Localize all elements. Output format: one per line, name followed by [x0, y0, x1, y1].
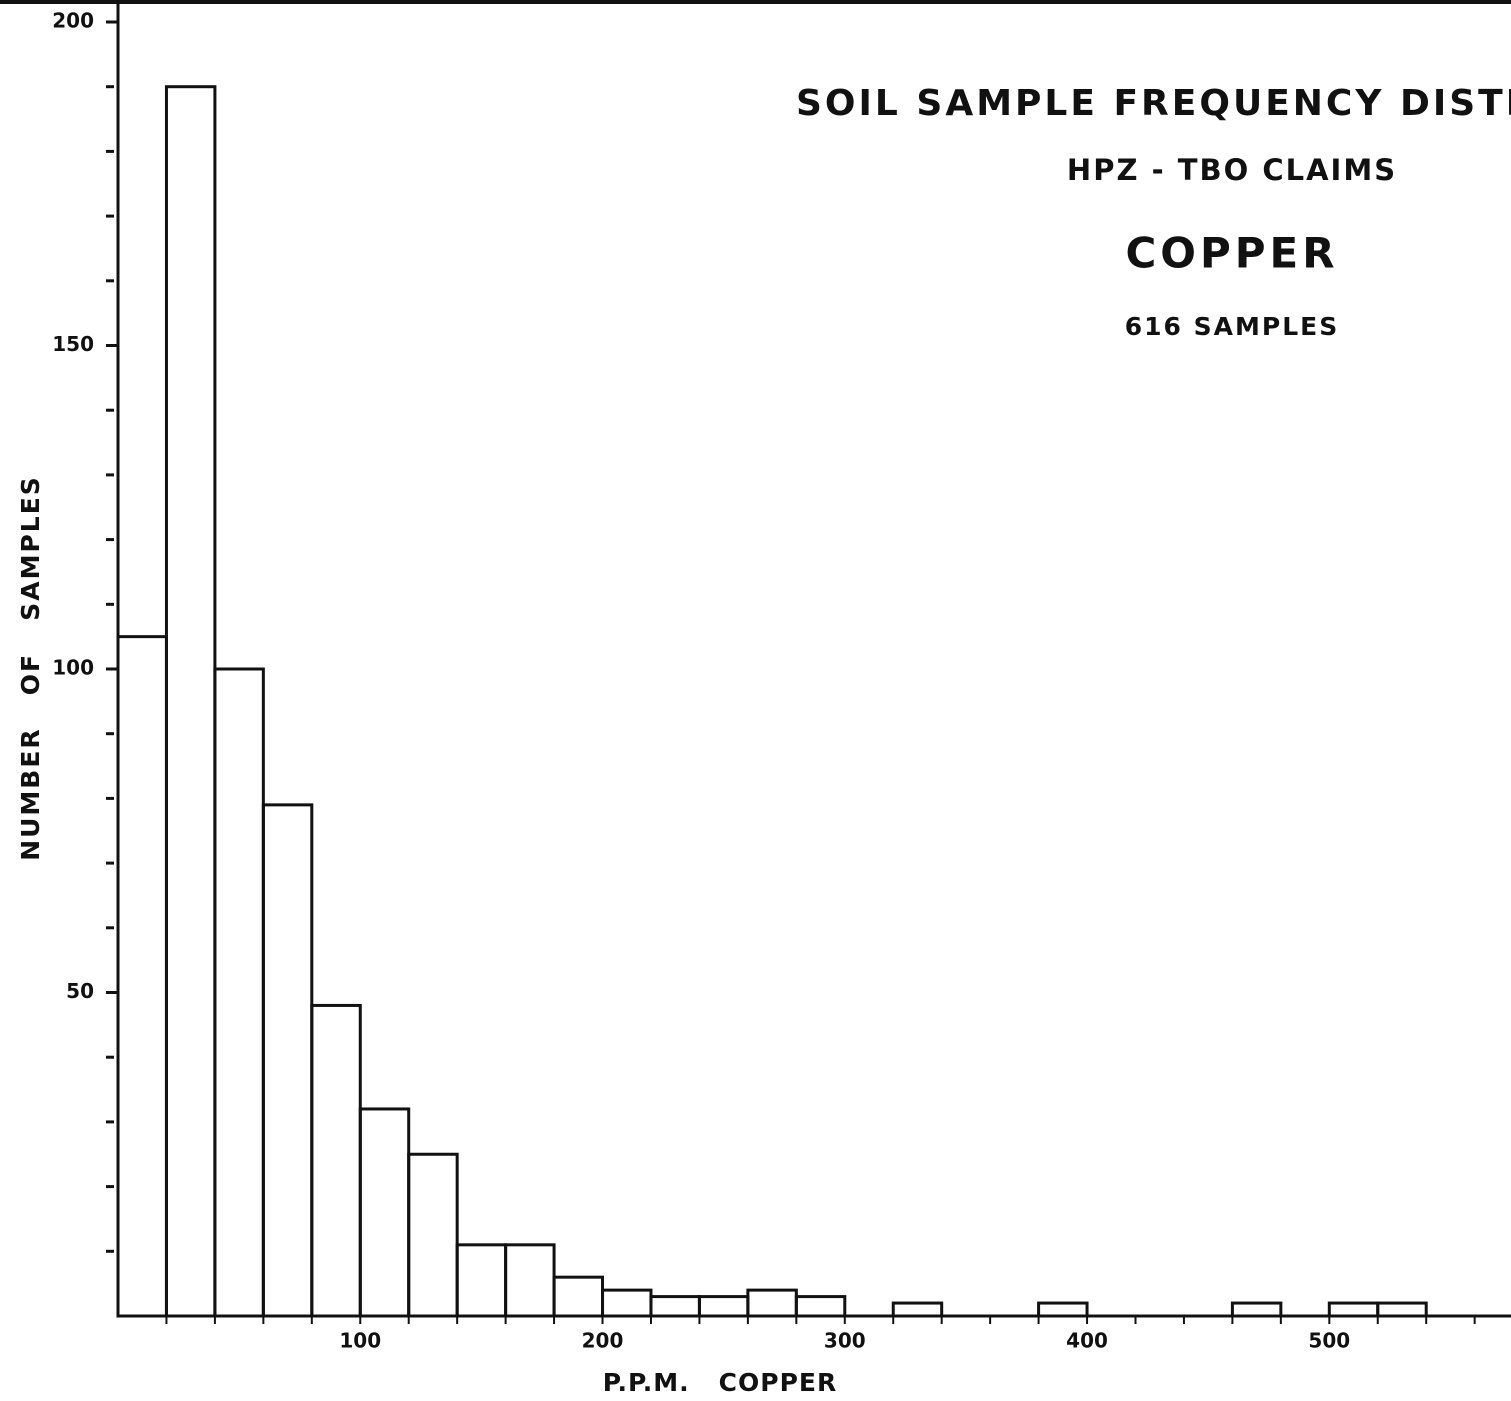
y-tick-label: 100	[52, 655, 94, 679]
bar	[1037, 1301, 1089, 1318]
y-tick-label: 200	[52, 8, 94, 32]
bar	[504, 1243, 556, 1318]
x-tick-label: 300	[824, 1329, 866, 1353]
bar	[746, 1288, 798, 1318]
bar	[649, 1295, 701, 1318]
bar	[1230, 1301, 1283, 1318]
bar	[358, 1107, 411, 1318]
bar	[601, 1288, 653, 1318]
bar	[697, 1295, 750, 1318]
x-tick-label: 500	[1308, 1329, 1350, 1353]
sample-note: 616 SAMPLES	[1125, 312, 1339, 341]
y-tick-label: 150	[52, 332, 94, 356]
bar	[1327, 1301, 1380, 1318]
bar	[1376, 1301, 1428, 1318]
bar	[552, 1275, 605, 1318]
x-tick-label: 100	[339, 1329, 381, 1353]
chart-subtitle: HPZ - TBO CLAIMS	[1067, 153, 1397, 187]
x-tick-label: 400	[1066, 1329, 1108, 1353]
bar	[261, 803, 314, 1318]
x-axis-label: P.P.M. COPPER	[603, 1368, 838, 1397]
bar	[310, 1003, 362, 1318]
x-tick-label: 200	[582, 1329, 624, 1353]
bar	[407, 1152, 459, 1318]
bar	[794, 1295, 847, 1318]
element-label: COPPER	[1125, 229, 1338, 278]
y-axis-label: NUMBER OF SAMPLES	[16, 475, 45, 861]
bar	[213, 667, 265, 1318]
y-tick-label: 50	[66, 979, 94, 1003]
bar	[116, 635, 168, 1318]
bar	[891, 1301, 944, 1318]
chart-title: SOIL SAMPLE FREQUENCY DISTRI	[796, 83, 1511, 124]
bar	[455, 1243, 508, 1318]
bar	[164, 85, 217, 1318]
